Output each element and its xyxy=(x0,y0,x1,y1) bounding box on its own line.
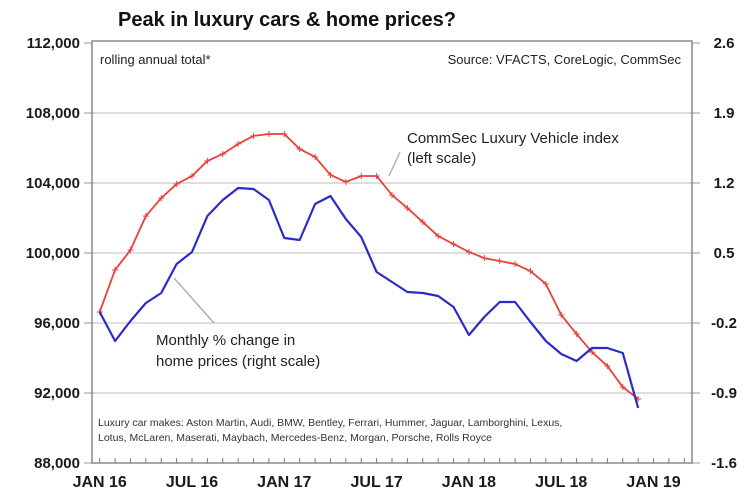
home-price-change-line xyxy=(98,186,640,409)
chart-title: Peak in luxury cars & home prices? xyxy=(118,9,456,31)
luxury-annotation-line1: CommSec Luxury Vehicle index xyxy=(407,130,619,147)
footnote-line1: Luxury car makes: Aston Martin, Audi, BM… xyxy=(98,417,562,429)
luxury-annotation-line2: (left scale) xyxy=(407,150,476,167)
home-price-leader-line xyxy=(173,277,215,324)
luxury-vehicle-line xyxy=(98,133,639,400)
source-note: Source: VFACTS, CoreLogic, CommSec xyxy=(448,52,682,67)
right-tick-label: 1.9 xyxy=(714,105,735,122)
left-tick-label: 108,000 xyxy=(26,105,80,122)
luxury-leader-line xyxy=(388,151,401,177)
home-price-annotation-line1: Monthly % change in xyxy=(156,332,295,349)
left-tick-label: 104,000 xyxy=(26,175,80,192)
x-axis: JAN 16 JUL 16 JAN 17 JUL 17 JAN 18 JUL 18 JAN … xyxy=(73,458,685,491)
right-tick-label: 2.6 xyxy=(714,35,735,52)
right-tick-label: -1.6 xyxy=(711,455,737,472)
x-tick-label: JAN 18 xyxy=(442,474,496,491)
home-price-annotation-line2: home prices (right scale) xyxy=(156,353,320,370)
left-axis: 88,000 92,000 96,000 100,000 104,000 108,000 1… xyxy=(26,35,92,472)
x-tick-label: JUL 18 xyxy=(535,474,587,491)
plot-frame xyxy=(91,40,693,464)
left-tick-label: 88,000 xyxy=(34,455,80,472)
left-tick-label: 96,000 xyxy=(34,315,80,332)
left-tick-label: 92,000 xyxy=(34,385,80,402)
right-axis: -1.6 -0.9 -0.2 0.5 1.2 1.9 2.6 xyxy=(692,35,737,472)
x-tick-label: JUL 17 xyxy=(351,474,403,491)
x-tick-label: JAN 19 xyxy=(626,474,680,491)
right-tick-label: -0.9 xyxy=(711,385,737,402)
annotation-leaders xyxy=(173,151,401,324)
x-tick-label: JAN 16 xyxy=(73,474,127,491)
series-group xyxy=(96,131,642,409)
right-tick-label: 1.2 xyxy=(714,175,735,192)
left-tick-label: 100,000 xyxy=(26,245,80,262)
gridlines xyxy=(92,112,692,394)
x-tick-label: JUL 16 xyxy=(166,474,218,491)
subtitle: rolling annual total* xyxy=(100,52,211,67)
footnote-line2: Lotus, McLaren, Maserati, Maybach, Merce… xyxy=(98,432,492,444)
x-tick-label: JAN 17 xyxy=(257,474,311,491)
right-tick-label: 0.5 xyxy=(714,245,735,262)
left-tick-label: 112,000 xyxy=(27,35,80,52)
right-tick-label: -0.2 xyxy=(711,315,737,332)
